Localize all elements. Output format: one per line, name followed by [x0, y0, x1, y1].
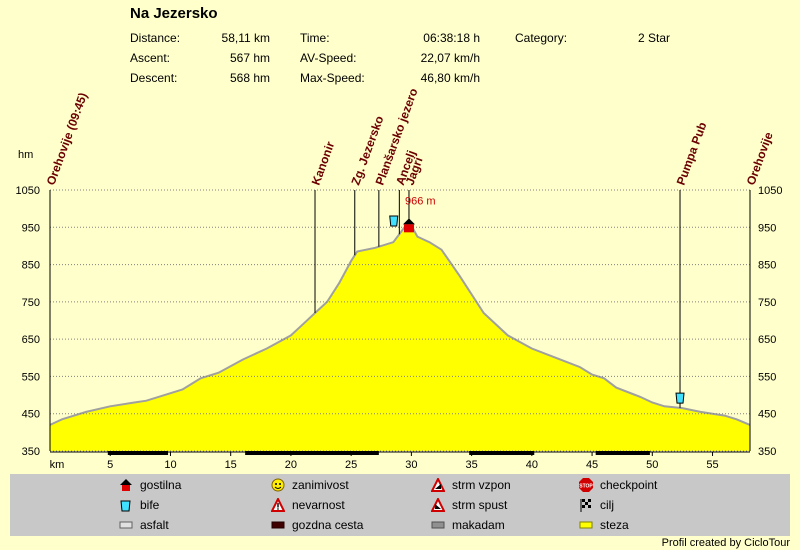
- maxspeed-value: 46,80 km/h: [420, 71, 480, 85]
- time-label: Time:: [300, 31, 330, 45]
- legend-item-asfalt: asfalt: [118, 518, 169, 532]
- legend: gostilna zanimivost strm vzpon STOP chec…: [10, 474, 790, 536]
- gostilna-marker-roof: [402, 218, 415, 225]
- legend-label: bife: [140, 498, 160, 512]
- legend-item-strm-vzpon: strm vzpon: [430, 478, 511, 492]
- legend-label: strm vzpon: [452, 478, 511, 492]
- distance-label: Distance:: [130, 31, 181, 45]
- credit-text: Profil created by CicloTour: [661, 537, 790, 549]
- legend-label: zanimivost: [292, 478, 349, 492]
- strm-spust-icon: [430, 498, 446, 512]
- surface-segment: [469, 451, 535, 455]
- y-tick-label-right: 950: [758, 222, 776, 234]
- asfalt-icon: [118, 518, 134, 532]
- y-axis-label: hm: [18, 149, 33, 161]
- legend-item-cilj: cilj: [578, 498, 614, 512]
- x-tick-label: 45: [586, 459, 598, 470]
- y-tick-label-right: 350: [758, 446, 776, 458]
- category-label: Category:: [515, 31, 568, 45]
- y-tick-label-left: 650: [22, 334, 40, 346]
- waypoint-label: Orehovije: [744, 130, 776, 187]
- y-tick-label-right: 850: [758, 260, 776, 272]
- time-value: 06:38:18 h: [423, 31, 480, 45]
- y-tick-label-left: 950: [22, 222, 40, 234]
- cilj-icon: [578, 498, 594, 512]
- steza-icon: [578, 518, 594, 532]
- descent-label: Descent:: [130, 71, 178, 85]
- bife-marker: [675, 392, 685, 404]
- waypoint-label: Orehovije (09:45): [44, 91, 90, 187]
- legend-item-strm-spust: strm spust: [430, 498, 507, 512]
- x-tick-label: 25: [345, 459, 357, 470]
- ascent-value: 567 hm: [229, 51, 270, 65]
- zanimivost-icon: [270, 478, 286, 492]
- legend-label: nevarnost: [292, 498, 345, 512]
- avspeed-value: 22,07 km/h: [420, 51, 480, 65]
- legend-item-steza: steza: [578, 518, 629, 532]
- max-elevation-label: 966 m: [405, 195, 436, 207]
- strm-vzpon-icon: [430, 478, 446, 492]
- x-axis-label: km: [50, 459, 65, 470]
- distance-value: 58,11 km: [221, 31, 270, 45]
- surface-segment: [245, 451, 379, 455]
- legend-label: checkpoint: [600, 478, 658, 492]
- y-tick-label-left: 450: [22, 409, 40, 421]
- descent-value: 568 hm: [229, 71, 270, 85]
- gostilna-marker: [403, 224, 414, 233]
- legend-item-checkpoint: STOP checkpoint: [578, 478, 657, 492]
- y-tick-label-right: 750: [758, 297, 776, 309]
- y-tick-label-left: 750: [22, 297, 40, 309]
- x-tick-label: 40: [526, 459, 538, 470]
- waypoint-label: Kanonir: [309, 139, 338, 187]
- elevation-line: [49, 219, 751, 426]
- legend-label: asfalt: [140, 518, 169, 532]
- bife-marker: [389, 215, 399, 227]
- x-tick-label: 5: [107, 459, 113, 470]
- legend-item-bife: bife: [118, 498, 159, 512]
- x-tick-label: 20: [285, 459, 297, 470]
- y-tick-label-left: 350: [22, 446, 40, 458]
- y-tick-label-right: 1050: [758, 185, 782, 197]
- bife-icon: [118, 498, 134, 512]
- waypoint-label: Pumpa Pub: [674, 120, 710, 187]
- x-tick-label: 35: [465, 459, 477, 470]
- nevarnost-icon: [270, 498, 286, 512]
- legend-item-gozdna-cesta: gozdna cesta: [270, 518, 363, 532]
- category-value: 2 Star: [637, 31, 670, 45]
- y-tick-label-right: 550: [758, 371, 776, 383]
- legend-label: steza: [600, 518, 629, 532]
- avspeed-label: AV-Speed:: [300, 51, 357, 65]
- makadam-icon: [430, 518, 446, 532]
- legend-label: strm spust: [452, 498, 508, 512]
- ascent-label: Ascent:: [130, 51, 171, 65]
- legend-item-gostilna: gostilna: [118, 478, 181, 492]
- gostilna-icon: [118, 478, 134, 492]
- surface-segment: [595, 451, 650, 455]
- x-tick-label: 15: [225, 459, 237, 470]
- checkpoint-icon-text: STOP: [579, 484, 593, 490]
- y-tick-label-left: 850: [22, 260, 40, 272]
- y-tick-label-left: 1050: [16, 185, 40, 197]
- maxspeed-label: Max-Speed:: [300, 71, 365, 85]
- legend-item-nevarnost: nevarnost: [270, 498, 345, 512]
- x-tick-label: 30: [405, 459, 417, 470]
- x-tick-label: 10: [164, 459, 176, 470]
- legend-label: makadam: [452, 518, 505, 532]
- y-tick-label-right: 450: [758, 409, 776, 421]
- legend-label: gostilna: [140, 478, 182, 492]
- legend-label: gozdna cesta: [292, 518, 364, 532]
- legend-item-zanimivost: zanimivost: [270, 478, 349, 492]
- legend-label: cilj: [600, 498, 614, 512]
- elevation-area: [50, 221, 750, 451]
- y-tick-label-left: 550: [22, 371, 40, 383]
- checkpoint-icon: STOP: [578, 478, 594, 492]
- y-tick-label-right: 650: [758, 334, 776, 346]
- x-tick-label: 50: [646, 459, 658, 470]
- surface-segment: [107, 451, 169, 455]
- x-tick-label: 55: [706, 459, 718, 470]
- gozdna-cesta-icon: [270, 518, 286, 532]
- legend-item-makadam: makadam: [430, 518, 505, 532]
- route-title: Na Jezersko: [130, 5, 218, 22]
